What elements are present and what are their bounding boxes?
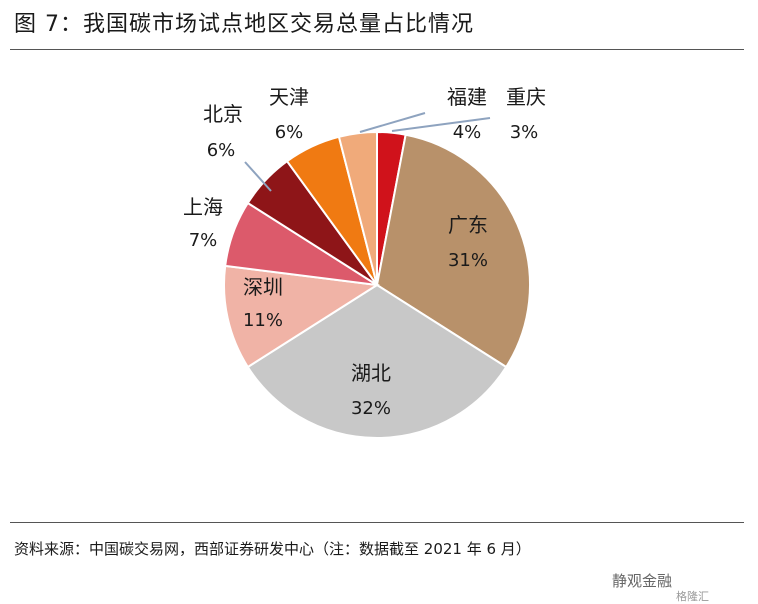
slice-value-label: 3% <box>510 122 539 143</box>
slice-value-label: 6% <box>275 122 304 143</box>
bottom-rule <box>10 522 744 523</box>
pie-slice-4 <box>223 264 380 369</box>
slice-value-label: 11% <box>243 310 283 331</box>
slice-name-label: 广东 <box>448 213 488 237</box>
chart-title: 图 7：我国碳市场试点地区交易总量占比情况 <box>14 12 474 37</box>
slice-name-label: 福建 <box>447 85 487 109</box>
slice-value-label: 6% <box>207 140 236 161</box>
slice-name-label: 重庆 <box>506 85 546 109</box>
slice-name-label: 上海 <box>183 195 223 219</box>
source-note: 资料来源：中国碳交易网，西部证券研发中心（注：数据截至 2021 年 6 月） <box>14 540 531 558</box>
pie-slice-3 <box>246 283 508 439</box>
slice-name-label: 深圳 <box>243 275 283 299</box>
slice-name-label: 天津 <box>269 85 309 109</box>
leader-line-1 <box>391 117 491 132</box>
leader-line-6 <box>244 161 272 192</box>
pie-slice-8 <box>337 130 378 286</box>
slice-value-label: 4% <box>453 122 482 143</box>
top-rule <box>10 49 744 50</box>
watermark: 静观金融 <box>612 572 673 590</box>
leader-line-8 <box>359 112 426 133</box>
slice-value-label: 31% <box>448 250 488 271</box>
slice-value-label: 7% <box>189 230 218 251</box>
slice-name-label: 湖北 <box>351 361 391 385</box>
slice-name-label: 北京 <box>203 102 243 126</box>
slice-value-label: 32% <box>351 398 391 419</box>
watermark-sub: 格隆汇 <box>676 590 709 603</box>
